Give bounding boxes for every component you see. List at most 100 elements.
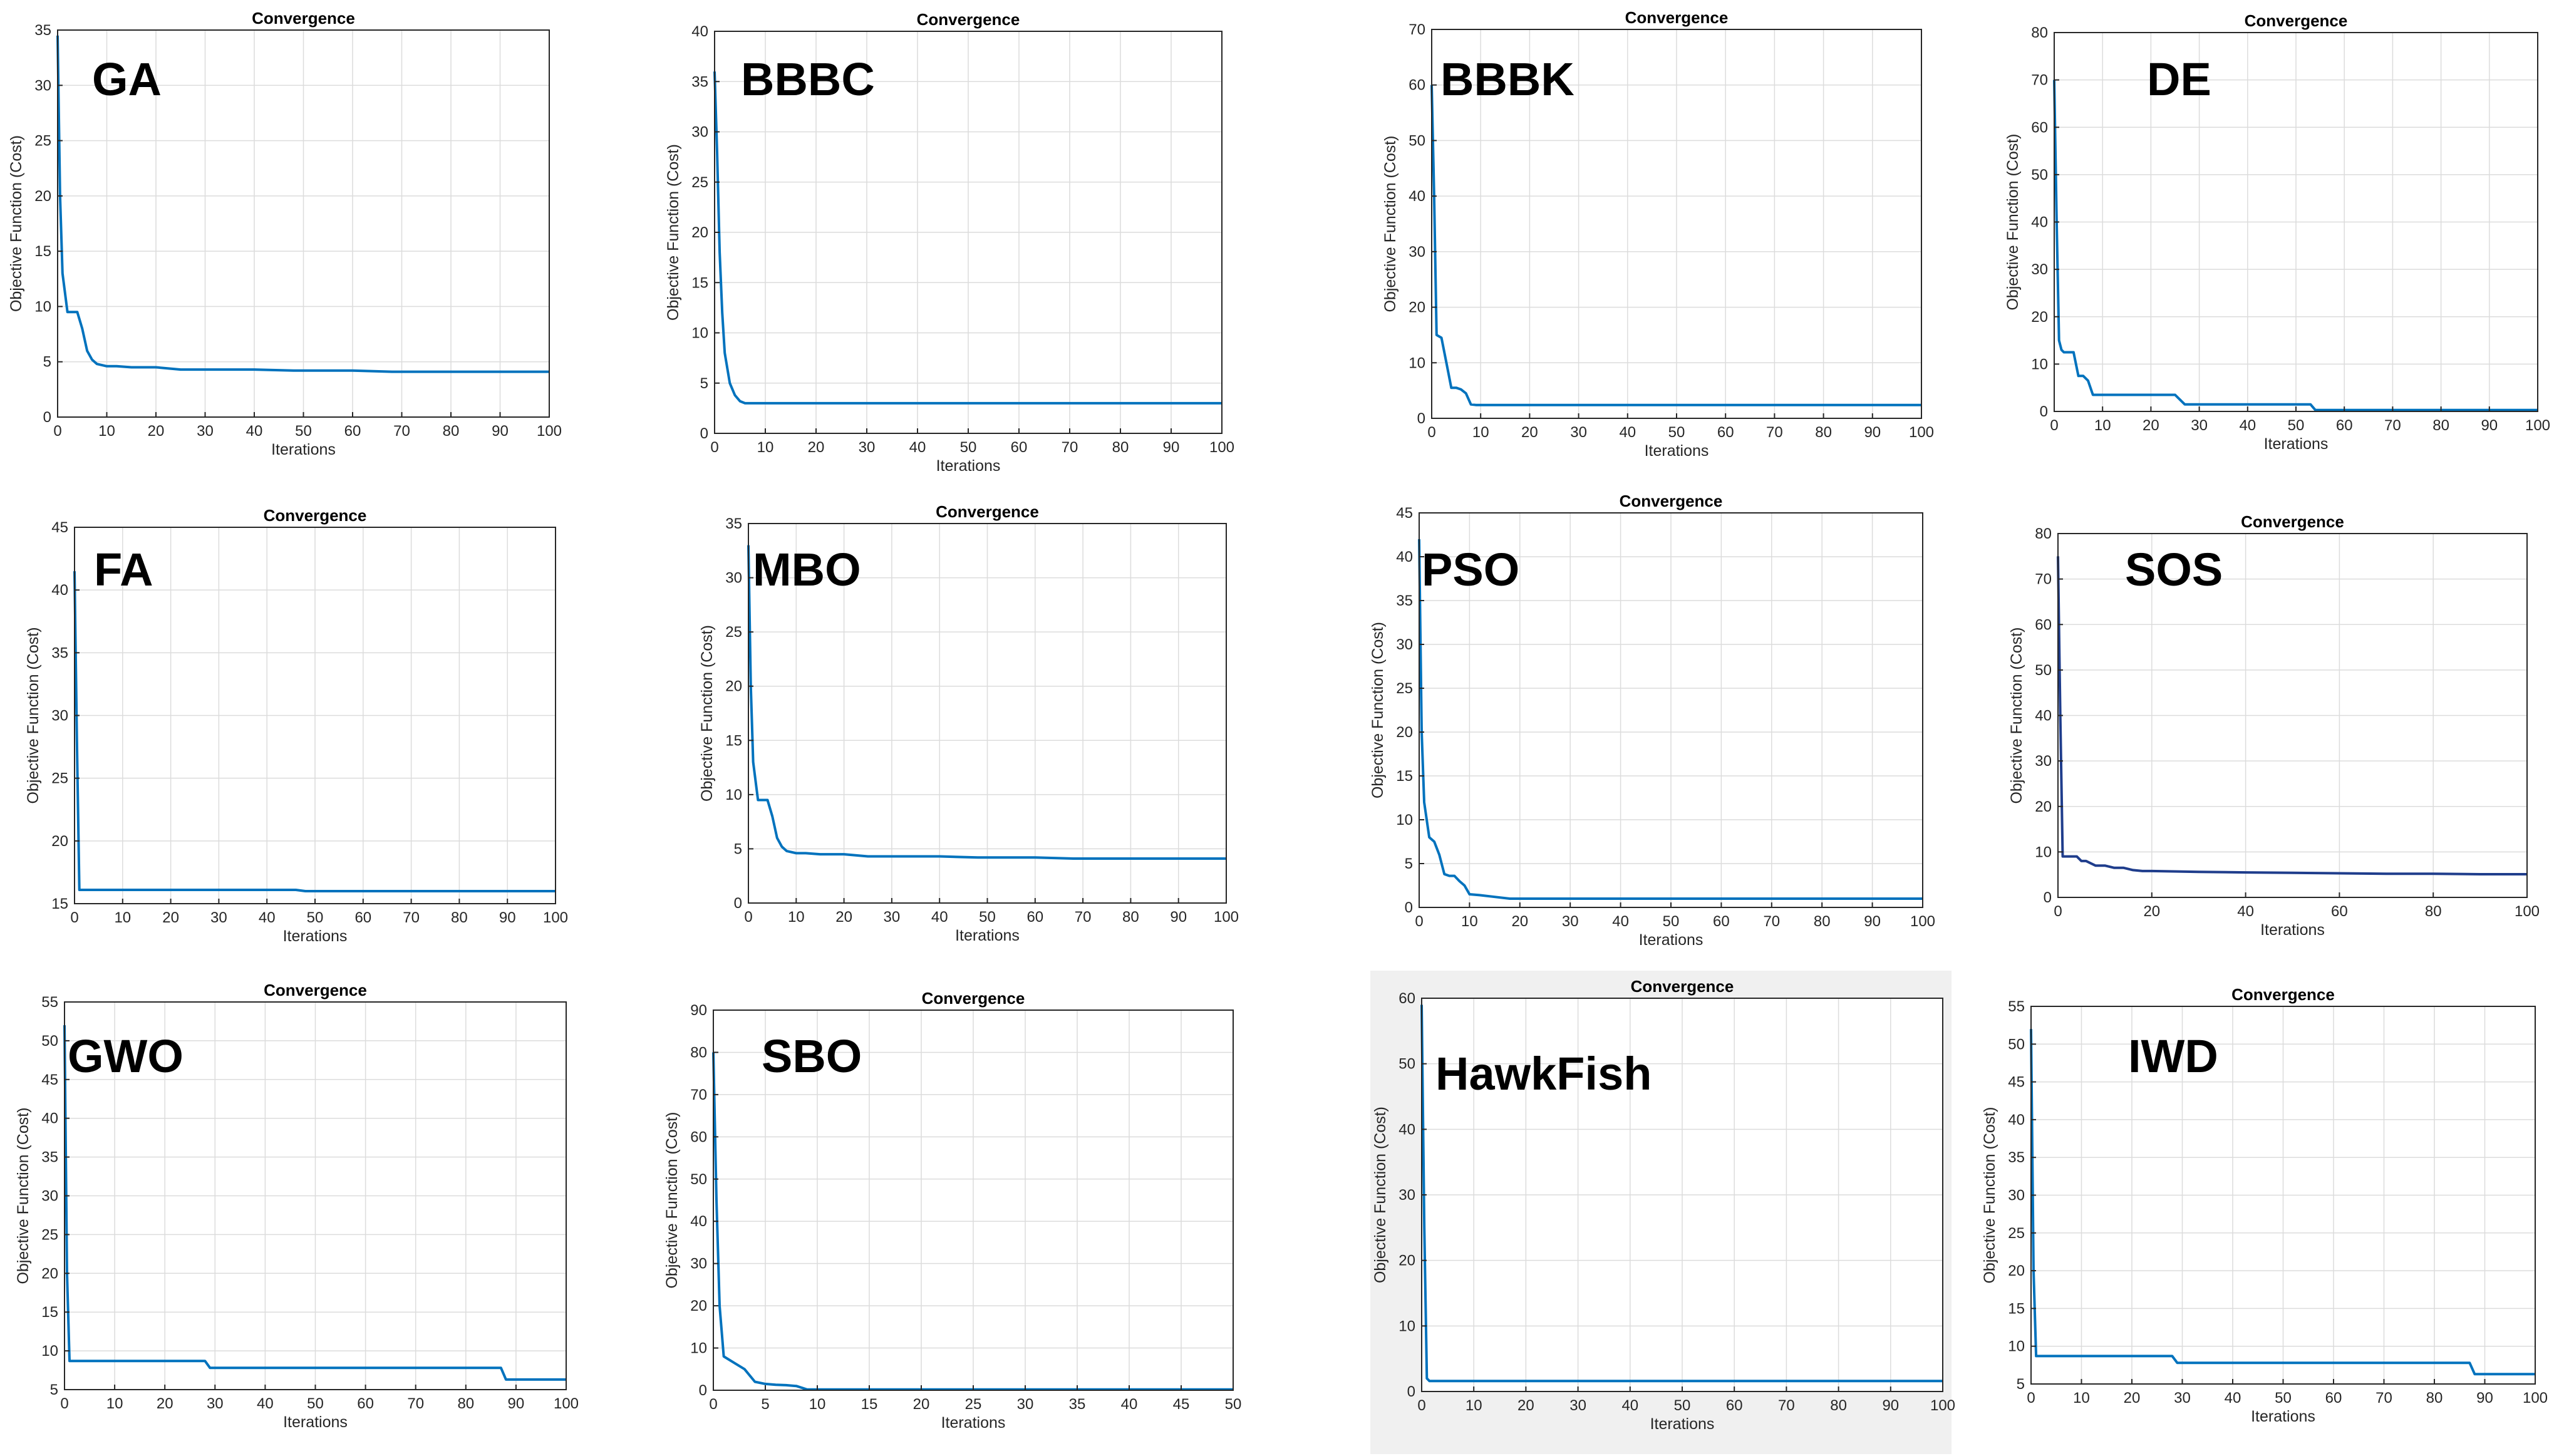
y-tick-label: 55 <box>2008 998 2025 1015</box>
series-line-mbo <box>747 545 1226 860</box>
x-tick-label: 5 <box>761 1396 769 1413</box>
x-tick-label: 80 <box>2432 417 2449 434</box>
y-tick-label: 20 <box>691 224 708 241</box>
chart-title: Convergence <box>1625 8 1729 27</box>
x-tick-label: 90 <box>508 1395 525 1412</box>
chart-title: Convergence <box>2245 11 2348 30</box>
y-axis-label: Objective Function (Cost) <box>1369 622 1387 798</box>
y-tick-label: 60 <box>1398 990 1415 1007</box>
chart-title: Convergence <box>264 506 367 525</box>
chart-title: Convergence <box>1620 492 1723 510</box>
x-tick-label: 70 <box>2375 1390 2392 1407</box>
y-tick-label: 10 <box>1398 1318 1415 1335</box>
y-tick-label: 80 <box>2035 525 2052 542</box>
chart-panel-fa: 0 10 20 30 40 50 60 70 80 90 100 15 20 25 30 35 40 45 Conv… <box>24 506 568 945</box>
y-tick-label: 5 <box>1405 855 1413 872</box>
x-tick-label: 30 <box>1569 1397 1586 1414</box>
y-tick-label: 25 <box>41 1226 58 1243</box>
x-tick-label: 70 <box>1075 909 1092 926</box>
y-tick-label: 20 <box>725 678 742 695</box>
y-tick-label: 50 <box>690 1171 707 1188</box>
algorithm-label-sbo: SBO <box>762 1030 862 1082</box>
chart-panel-gwo: 0 10 20 30 40 50 60 70 80 90 100 5 10 15 20 25 30 35 40 45 5… <box>14 981 579 1431</box>
chart-panel-ga: 0 10 20 30 40 50 60 70 80 90 100 0 5 10 15 20 25 30 35 Conv… <box>8 9 562 458</box>
x-tick-label: 40 <box>931 909 948 926</box>
x-tick-label: 15 <box>861 1396 878 1413</box>
x-tick-label: 50 <box>1225 1396 1242 1413</box>
x-tick-label: 50 <box>295 423 312 440</box>
chart-title: Convergence <box>936 502 1039 521</box>
x-tick-label: 30 <box>1570 424 1587 441</box>
y-tick-label: 40 <box>1409 188 1425 205</box>
y-tick-label: 20 <box>2008 1262 2025 1279</box>
chart-title: Convergence <box>2241 512 2344 531</box>
x-tick-label: 100 <box>543 909 568 926</box>
x-tick-label: 100 <box>2525 417 2550 434</box>
series-line-bbbc <box>713 71 1222 405</box>
y-tick-label: 50 <box>2035 662 2052 679</box>
x-tick-label: 80 <box>1830 1397 1847 1414</box>
y-tick-label: 55 <box>41 994 58 1011</box>
y-tick-label: 80 <box>690 1044 707 1061</box>
y-tick-label: 40 <box>2008 1112 2025 1128</box>
y-tick-label: 70 <box>2031 72 2048 89</box>
y-tick-label: 90 <box>690 1002 707 1019</box>
y-tick-label: 15 <box>2008 1300 2025 1317</box>
x-tick-label: 50 <box>1663 913 1680 930</box>
y-tick-label: 25 <box>691 174 708 191</box>
x-tick-label: 70 <box>403 909 420 926</box>
x-tick-label: 70 <box>1778 1397 1795 1414</box>
x-tick-label: 50 <box>307 1395 324 1412</box>
x-tick-label: 100 <box>537 423 562 440</box>
y-tick-label: 30 <box>2031 261 2048 278</box>
chart-panel-mbo: 0 10 20 30 40 50 60 70 80 90 100 0 5 10 15 20 25 30 35 Conv… <box>698 502 1239 944</box>
x-tick-label: 10 <box>788 909 805 926</box>
x-tick-label: 20 <box>808 439 825 456</box>
y-tick-label: 20 <box>34 188 51 205</box>
x-axis-label: Iterations <box>2264 435 2329 453</box>
series-line-fa <box>73 571 556 892</box>
y-tick-label: 25 <box>1396 680 1413 697</box>
y-axis-label: Objective Function (Cost) <box>2004 133 2022 310</box>
series-line-sbo <box>712 1052 1233 1391</box>
y-tick-label: 0 <box>2040 403 2048 420</box>
y-tick-label: 15 <box>691 274 708 291</box>
y-tick-label: 30 <box>725 570 742 587</box>
algorithm-label-mbo: MBO <box>753 544 861 596</box>
x-tick-label: 90 <box>1864 913 1881 930</box>
x-tick-label: 20 <box>2143 903 2160 920</box>
x-tick-label: 60 <box>2336 417 2353 434</box>
x-tick-label: 0 <box>53 423 61 440</box>
x-tick-label: 50 <box>960 439 977 456</box>
y-tick-label: 30 <box>1396 636 1413 653</box>
x-tick-label: 80 <box>457 1395 474 1412</box>
y-tick-label: 50 <box>1398 1056 1415 1073</box>
x-tick-label: 60 <box>1717 424 1734 441</box>
algorithm-label-gwo: GWO <box>68 1030 184 1082</box>
y-tick-label: 30 <box>2008 1187 2025 1204</box>
x-tick-label: 20 <box>1511 913 1528 930</box>
x-tick-label: 10 <box>757 439 774 456</box>
x-tick-label: 40 <box>246 423 263 440</box>
x-axis-label: Iterations <box>955 927 1020 944</box>
y-tick-label: 30 <box>41 1188 58 1205</box>
y-tick-label: 30 <box>1398 1187 1415 1204</box>
algorithm-label-pso: PSO <box>1422 544 1519 596</box>
x-tick-label: 0 <box>1415 913 1423 930</box>
y-tick-label: 10 <box>690 1340 707 1357</box>
x-tick-label: 20 <box>1517 1397 1534 1414</box>
x-tick-label: 50 <box>1674 1397 1691 1414</box>
x-tick-label: 20 <box>157 1395 173 1412</box>
x-tick-label: 30 <box>2191 417 2208 434</box>
series-line-bbbk <box>1430 85 1921 406</box>
x-tick-label: 40 <box>1612 913 1629 930</box>
x-tick-label: 70 <box>1763 913 1780 930</box>
x-tick-label: 70 <box>407 1395 424 1412</box>
y-tick-label: 40 <box>1398 1121 1415 1138</box>
x-tick-label: 60 <box>1713 913 1730 930</box>
y-tick-label: 70 <box>1409 21 1425 38</box>
y-tick-label: 60 <box>690 1128 707 1145</box>
y-tick-label: 40 <box>51 582 68 599</box>
y-tick-label: 10 <box>41 1343 58 1360</box>
x-tick-label: 45 <box>1173 1396 1190 1413</box>
